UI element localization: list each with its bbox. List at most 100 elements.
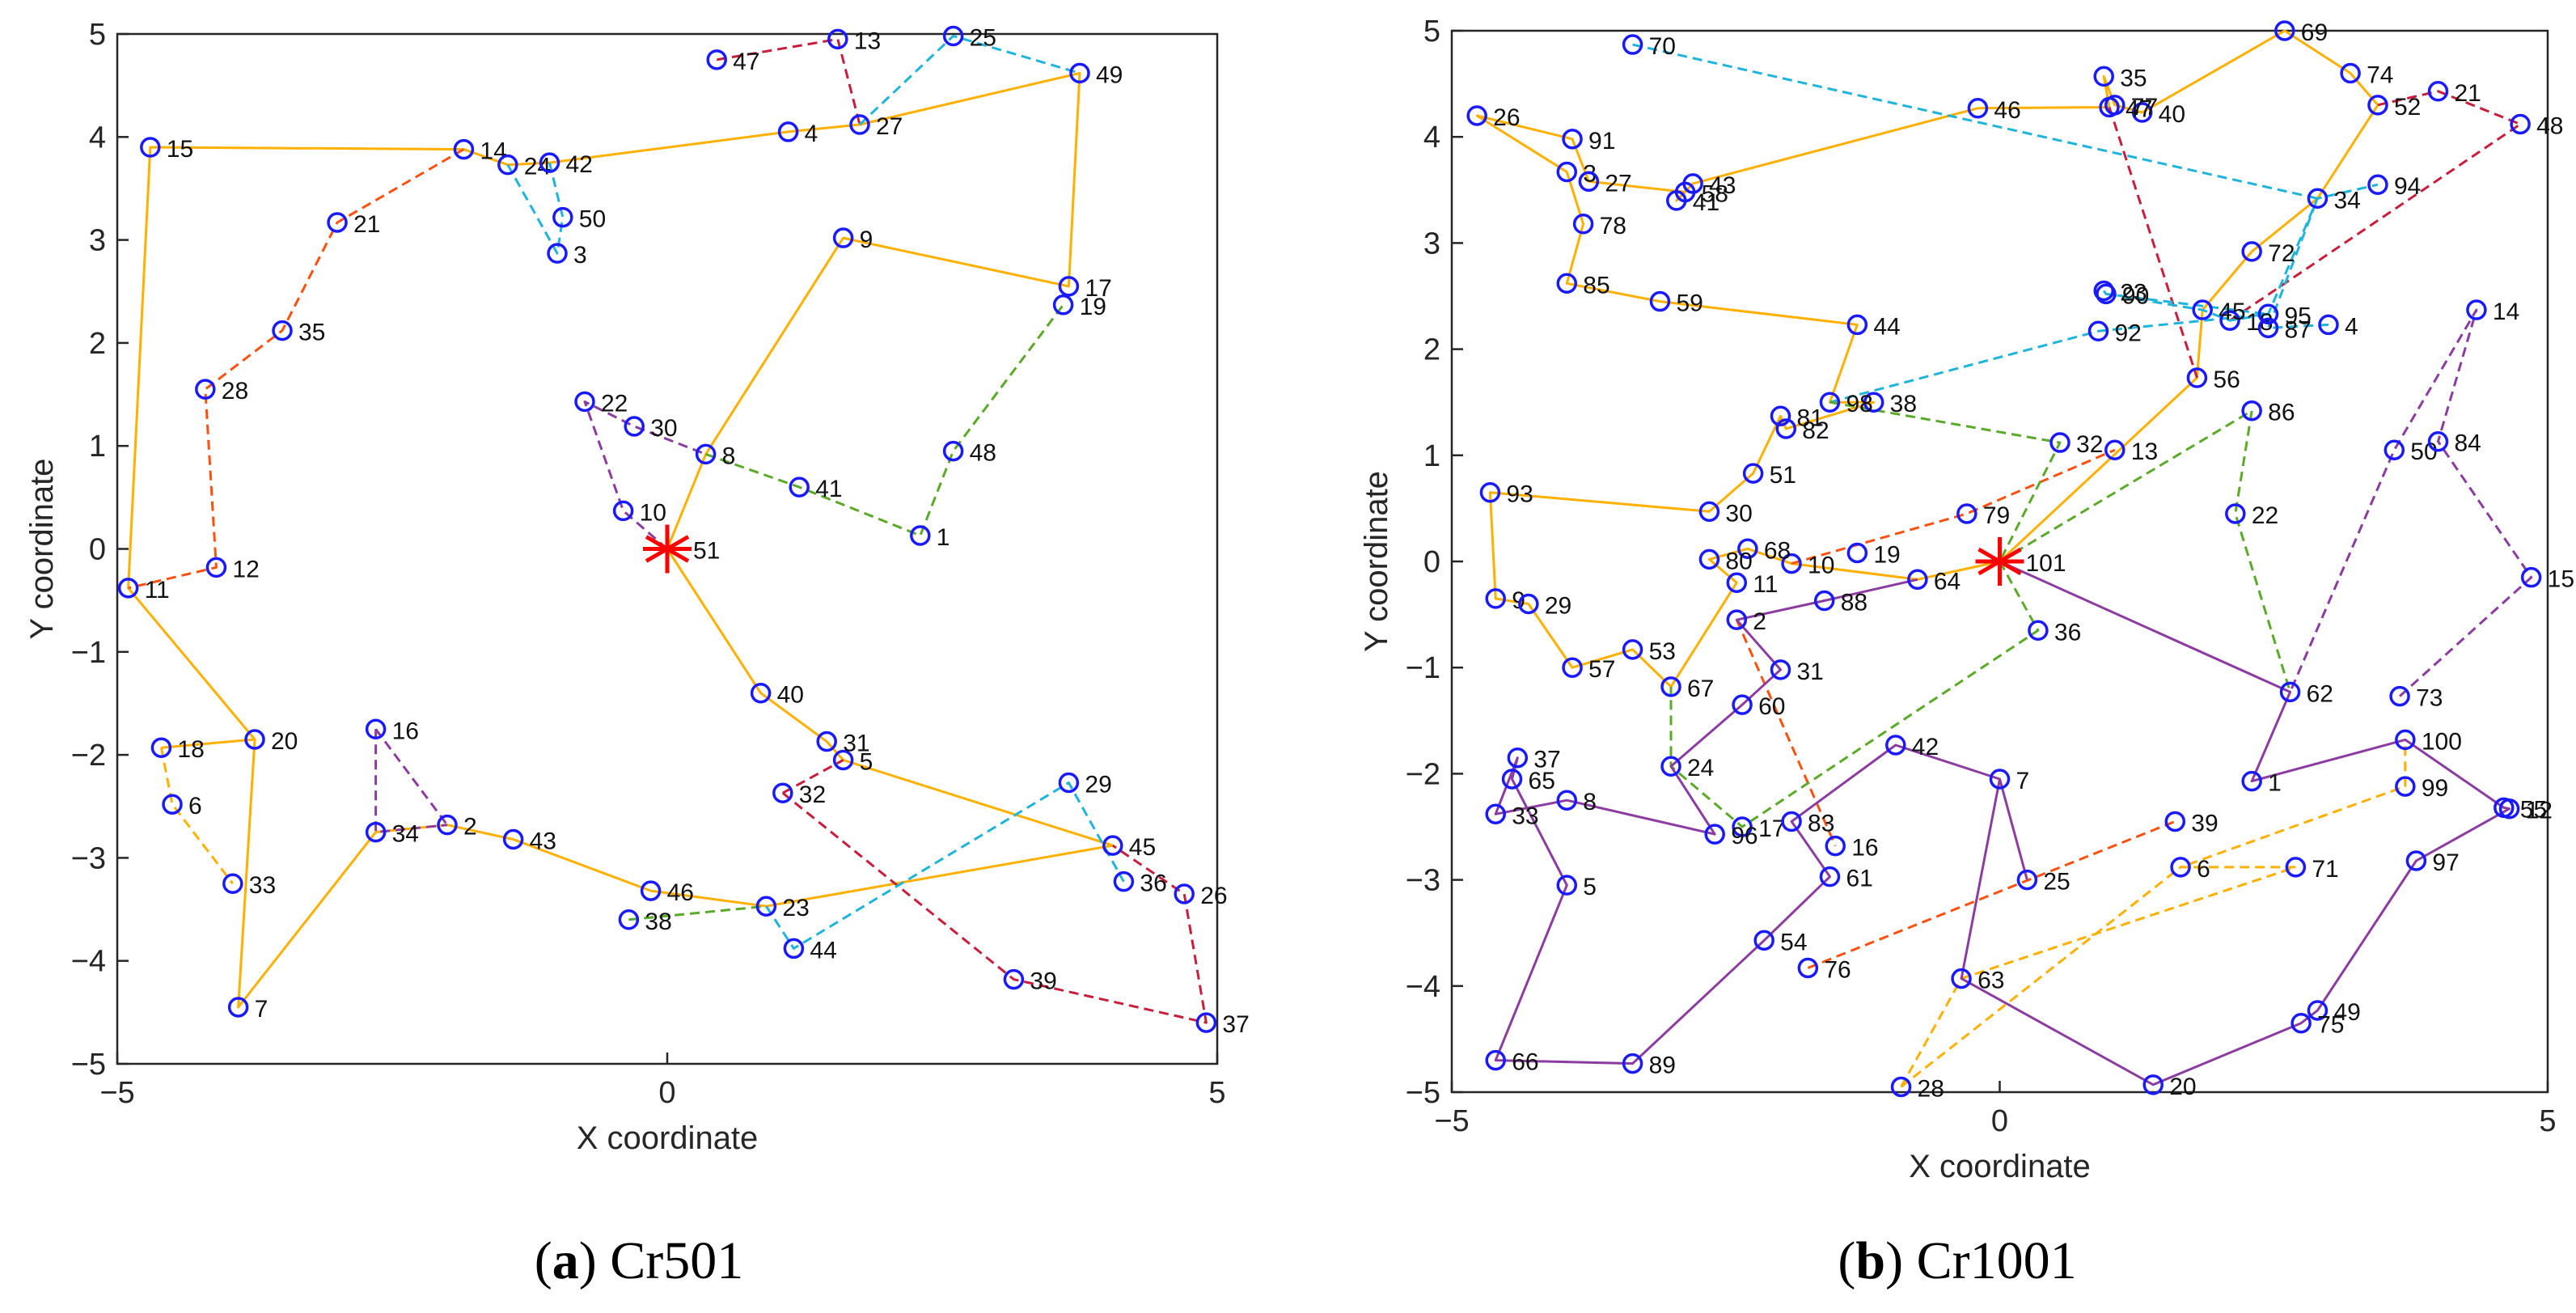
node-label-39: 39 (1030, 968, 1056, 995)
node-label-80: 80 (1725, 548, 1752, 574)
caption-b: (b) Cr1001 (1838, 1231, 2076, 1290)
node-label-26: 26 (1493, 104, 1520, 131)
node-marker-72 (2241, 241, 2262, 262)
node-label-24: 24 (1687, 755, 1714, 781)
node-label-15: 15 (2548, 566, 2574, 593)
node-marker-98 (1819, 392, 1841, 413)
node-marker-42 (539, 152, 560, 173)
depot-label: 101 (2026, 550, 2066, 577)
node-label-4: 4 (805, 121, 818, 147)
node-marker-30 (1698, 501, 1720, 523)
node-marker-21 (2427, 81, 2449, 102)
y-tick-label: −4 (71, 945, 106, 979)
node-marker-2 (1726, 609, 1748, 630)
node-label-25: 25 (2043, 869, 2070, 896)
node-marker-68 (1737, 538, 1758, 560)
node-label-23: 23 (782, 895, 809, 921)
x-tick-label: 0 (658, 1076, 675, 1110)
node-marker-30 (624, 416, 645, 437)
node-label-2: 2 (463, 814, 477, 841)
node-label-48: 48 (2536, 112, 2563, 139)
node-label-17: 17 (1758, 815, 1785, 842)
node-label-46: 46 (1994, 97, 2020, 124)
node-marker-92 (2087, 320, 2109, 342)
y-tick-label: 5 (89, 18, 106, 52)
node-marker-25 (2016, 869, 2038, 891)
node-marker-20 (244, 729, 265, 750)
node-marker-62 (2279, 681, 2301, 703)
node-label-29: 29 (1545, 592, 1571, 619)
node-marker-99 (2395, 776, 2416, 797)
node-label-13: 13 (854, 28, 881, 54)
node-marker-36 (2028, 620, 2049, 642)
node-marker-86 (2241, 400, 2262, 421)
node-marker-45 (1102, 835, 1123, 856)
node-marker-67 (1660, 676, 1681, 697)
route-a-9 (506, 162, 565, 255)
route-b-5 (1807, 820, 2176, 969)
node-label-21: 21 (353, 211, 380, 238)
node-marker-3 (1556, 161, 1578, 183)
y-axis-label-a: Y coordinate (24, 459, 60, 640)
node-label-70: 70 (1649, 33, 1676, 60)
node-marker-25 (942, 25, 964, 47)
node-marker-57 (1562, 657, 1583, 678)
route-a-7 (781, 792, 1208, 1024)
y-tick-label: 3 (89, 224, 106, 258)
node-marker-31 (816, 731, 837, 752)
node-marker-66 (1485, 1049, 1506, 1071)
node-marker-31 (1770, 659, 1791, 680)
y-tick-label: 1 (1423, 439, 1440, 473)
node-label-81: 81 (1797, 404, 1824, 431)
node-marker-71 (2285, 857, 2307, 878)
node-marker-22 (2225, 503, 2246, 524)
node-marker-76 (1797, 957, 1819, 979)
node-marker-35 (272, 320, 293, 341)
y-tick-label: 3 (1423, 227, 1440, 260)
node-marker-78 (1572, 214, 1594, 235)
node-label-94: 94 (2394, 173, 2421, 200)
node-label-33: 33 (249, 872, 276, 899)
node-label-13: 13 (2131, 438, 2158, 465)
x-tick-label: 5 (2539, 1104, 2556, 1138)
node-marker-5 (832, 749, 854, 771)
node-label-50: 50 (579, 206, 606, 233)
node-label-15: 15 (167, 136, 193, 163)
caption-a: (a) Cr501 (535, 1231, 743, 1290)
node-marker-11 (117, 578, 139, 599)
node-label-53: 53 (1649, 638, 1676, 665)
node-label-67: 67 (1687, 676, 1714, 702)
node-label-22: 22 (601, 390, 628, 417)
node-label-36: 36 (1140, 870, 1166, 897)
route-a-6 (782, 759, 844, 794)
node-marker-28 (195, 379, 216, 400)
node-marker-4 (777, 121, 799, 142)
y-tick-label: 4 (1423, 121, 1440, 155)
node-marker-53 (1622, 639, 1643, 660)
node-label-37: 37 (1533, 747, 1560, 773)
node-label-95: 95 (2284, 303, 2311, 329)
node-label-83: 83 (1808, 810, 1834, 837)
route-b-11 (1829, 183, 2379, 404)
node-marker-70 (1622, 34, 1643, 55)
node-label-45: 45 (1129, 834, 1156, 861)
node-label-44: 44 (810, 937, 836, 964)
node-label-30: 30 (650, 415, 677, 442)
node-marker-42 (1885, 735, 1906, 756)
node-label-14: 14 (2493, 299, 2519, 325)
node-marker-15 (140, 137, 161, 158)
node-marker-15 (2520, 566, 2542, 588)
y-tick-label: −3 (1406, 864, 1440, 898)
node-marker-37 (1507, 747, 1529, 769)
node-label-19: 19 (1080, 294, 1106, 320)
node-marker-38 (618, 909, 640, 930)
node-marker-100 (2395, 729, 2416, 751)
node-label-96: 96 (1731, 823, 1758, 849)
node-marker-47 (706, 49, 727, 70)
y-tick-label: −1 (71, 636, 106, 670)
node-label-11: 11 (145, 577, 170, 604)
node-label-4: 4 (2345, 313, 2358, 340)
node-marker-52 (2367, 95, 2388, 116)
node-marker-2 (437, 814, 458, 836)
node-label-23: 23 (2120, 279, 2147, 306)
